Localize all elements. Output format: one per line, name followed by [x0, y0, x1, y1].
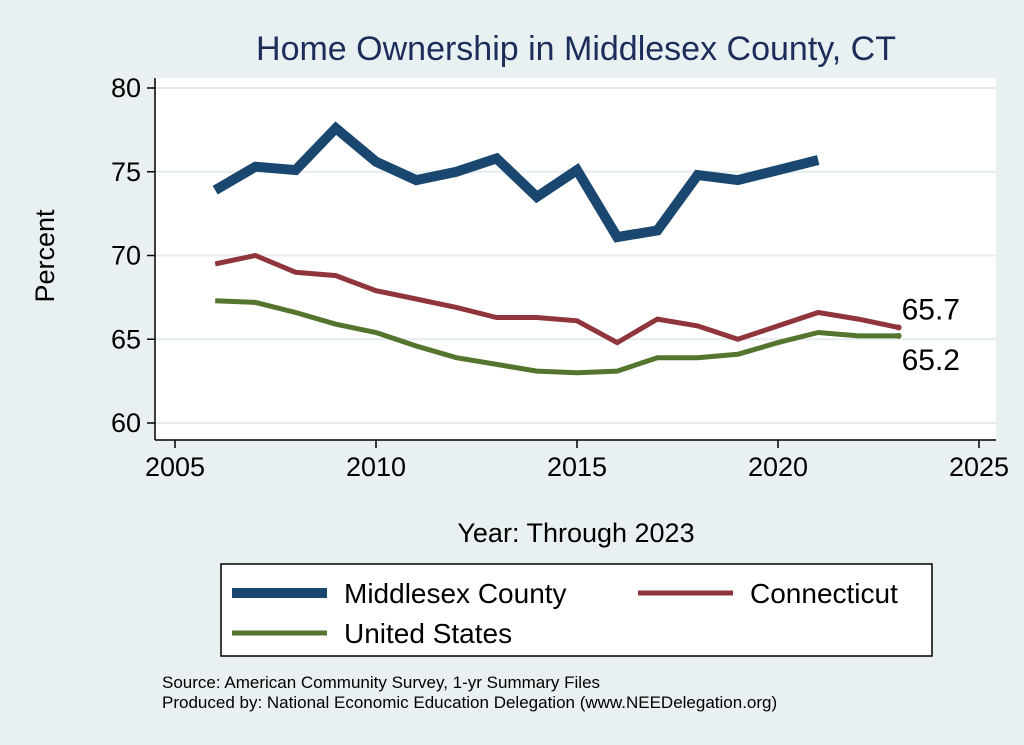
y-tick-label-80: 80	[111, 73, 141, 103]
legend: Middlesex County Connecticut United Stat…	[220, 563, 933, 657]
end-label-connecticut: 65.7	[902, 294, 960, 327]
x-tick-label-2010: 2010	[346, 452, 406, 482]
x-tick-label-2025: 2025	[949, 452, 1009, 482]
series-line-connecticut	[214, 252, 900, 346]
end-marker-connecticut	[895, 324, 902, 331]
end-marker-united-states	[895, 332, 902, 339]
y-tick-label-65: 65	[111, 324, 141, 354]
y-tick-label-60: 60	[111, 408, 141, 438]
axes	[154, 78, 996, 441]
series-line-middlesex-county	[212, 121, 820, 243]
chart-title: Home Ownership in Middlesex County, CT	[256, 30, 896, 68]
plot-area	[155, 78, 996, 440]
ticks: 60 65 70 75 80 2005 2010 2015 2020 2025	[111, 73, 1009, 482]
legend-label-connecticut: Connecticut	[750, 578, 898, 609]
series-lines	[212, 121, 900, 376]
end-label-united-states: 65.2	[902, 344, 960, 377]
source-note: Source: American Community Survey, 1-yr …	[162, 673, 600, 692]
x-axis-title: Year: Through 2023	[457, 518, 694, 548]
x-tick-label-2005: 2005	[145, 452, 205, 482]
legend-label-united-states: United States	[344, 618, 512, 649]
legend-label-middlesex: Middlesex County	[344, 578, 567, 609]
y-tick-label-75: 75	[111, 157, 141, 187]
x-tick-label-2020: 2020	[748, 452, 808, 482]
y-axis-title: Percent	[30, 209, 60, 303]
x-tick-label-2015: 2015	[547, 452, 607, 482]
end-labels: 65.7 65.2	[895, 294, 960, 377]
legend-box	[220, 563, 933, 657]
produced-by-note: Produced by: National Economic Education…	[162, 693, 777, 712]
series-line-united-states	[215, 298, 899, 376]
y-tick-label-70: 70	[111, 241, 141, 271]
